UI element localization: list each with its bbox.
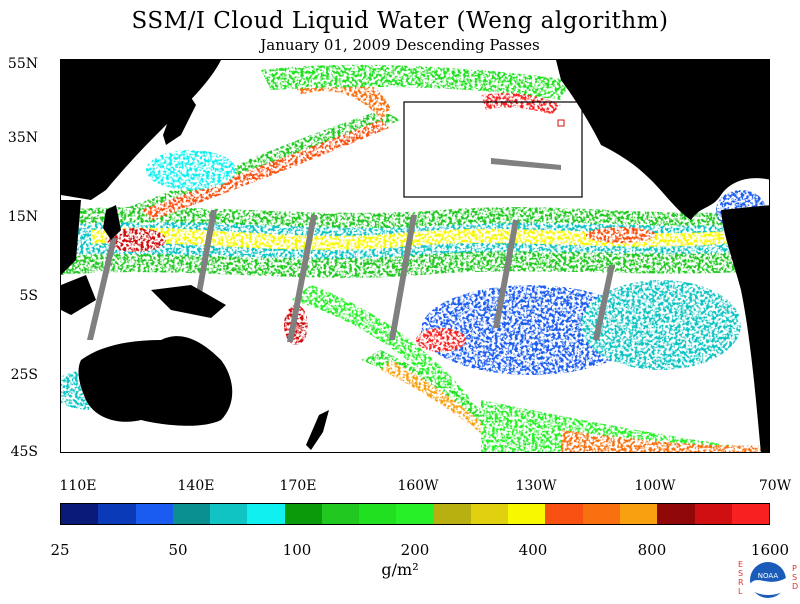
colorbar-swatch-5 — [247, 504, 285, 524]
philippines-land — [103, 205, 121, 240]
colorbar-swatch-6 — [284, 504, 322, 524]
indochina-land — [61, 200, 81, 275]
lat-label-35n: 35N — [7, 130, 38, 146]
new-guinea-land — [151, 285, 226, 318]
colorbar-swatch-8 — [359, 504, 397, 524]
colorbar-label-400: 400 — [518, 541, 548, 559]
new-zealand-land — [306, 410, 329, 450]
colorbar-swatch-15 — [619, 504, 658, 524]
colorbar-swatch-4 — [210, 504, 248, 524]
colorbar-swatch-11 — [470, 504, 509, 524]
north-america-land — [556, 60, 769, 220]
colorbar-swatch-17 — [694, 504, 732, 524]
noaa-logo-icon: NOAA — [750, 562, 786, 598]
lon-label-130w: 130W — [515, 478, 557, 494]
colorbar-swatch-9 — [396, 504, 434, 524]
australia-land — [78, 336, 233, 426]
swath-gaps — [87, 158, 615, 342]
noaa-logo-text: NOAA — [758, 572, 779, 580]
colorbar-label-25: 25 — [50, 541, 70, 559]
colorbar-swatch-3 — [172, 504, 211, 524]
lat-label-15n: 15N — [7, 209, 38, 225]
map-panel — [60, 59, 770, 453]
lon-label-170e: 170E — [279, 478, 317, 494]
cloud-field — [61, 64, 769, 452]
south-america-land — [721, 205, 769, 452]
colorbar-label-100: 100 — [282, 541, 312, 559]
colorbar-swatch-18 — [731, 504, 770, 524]
lat-label-45s: 45S — [10, 444, 38, 460]
units-label: g/m² — [381, 560, 419, 579]
colorbar-label-50: 50 — [168, 541, 188, 559]
japan-land — [163, 90, 196, 145]
colorbar-swatch-0 — [61, 504, 99, 524]
lat-label-25s: 25S — [10, 367, 38, 383]
colorbar-swatch-16 — [657, 504, 695, 524]
lon-label-100w: 100W — [634, 478, 676, 494]
colorbar-label-800: 800 — [637, 541, 667, 559]
map-svg — [61, 60, 769, 452]
borneo-land — [61, 275, 96, 315]
colorbar-swatch-14 — [582, 504, 620, 524]
colorbar-label-1600: 1600 — [750, 541, 790, 559]
colorbar-swatch-10 — [433, 504, 471, 524]
lon-label-140e: 140E — [177, 478, 215, 494]
lon-label-110e: 110E — [59, 478, 97, 494]
map-title: SSM/I Cloud Liquid Water (Weng algorithm… — [131, 8, 669, 34]
lat-label-5s: 5S — [19, 288, 39, 304]
colorbar-swatch-1 — [98, 504, 136, 524]
lon-label-160w: 160W — [397, 478, 439, 494]
annotation-marker — [557, 119, 565, 127]
annotation-box — [403, 101, 583, 198]
lat-label-55n: 55N — [7, 56, 38, 72]
land — [61, 60, 769, 452]
map-subtitle: January 01, 2009 Descending Passes — [260, 36, 540, 54]
colorbar-swatch-2 — [135, 504, 173, 524]
colorbar-swatch-7 — [321, 504, 360, 524]
lon-label-70w: 70W — [758, 478, 792, 494]
colorbar-label-200: 200 — [400, 541, 430, 559]
colorbar-swatch-13 — [545, 504, 583, 524]
colorbar — [60, 503, 770, 525]
colorbar-swatch-12 — [508, 504, 546, 524]
